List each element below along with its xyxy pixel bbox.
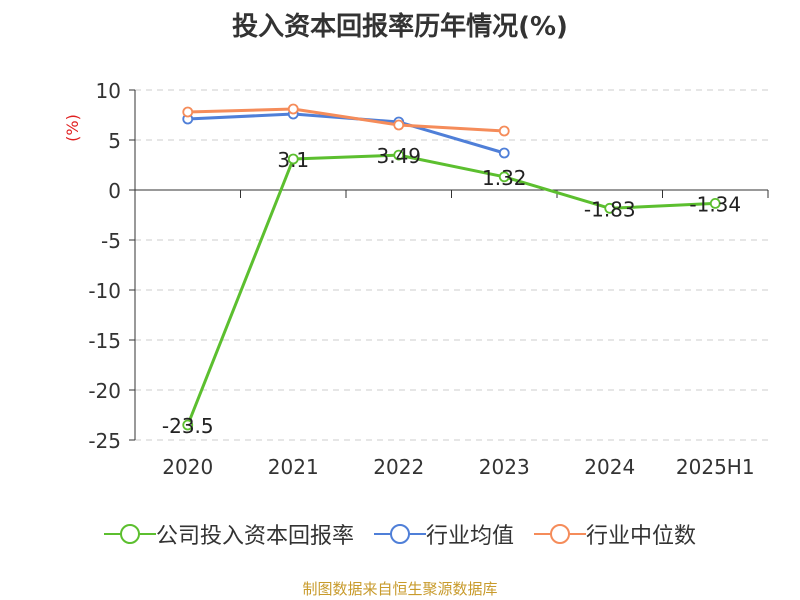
y-tick-label: -10: [88, 279, 121, 303]
data-point: [393, 119, 405, 131]
data-label: -23.5: [162, 414, 214, 438]
series-line: [187, 107, 505, 133]
data-point: [709, 197, 721, 209]
x-tick-label: 2022: [373, 455, 424, 479]
y-tick-label: 10: [96, 79, 121, 103]
y-tick-label: -15: [88, 329, 121, 353]
x-tick-label: 2021: [268, 455, 319, 479]
data-label: 1.32: [482, 166, 527, 190]
data-point: [498, 125, 510, 137]
legend-item-industry-median[interactable]: 行业中位数: [534, 518, 696, 550]
y-tick-label: 5: [108, 129, 121, 153]
legend-label-industry-median: 行业中位数: [586, 524, 697, 549]
source-note: 制图数据来自恒生聚源数据库: [302, 580, 498, 598]
legend-line-marker-icon: [103, 524, 156, 544]
data-point: [498, 147, 510, 159]
data-point: [393, 149, 405, 161]
chart-legend: 公司投入资本回报率 行业均值 行业中位数: [0, 518, 800, 550]
data-point: [498, 171, 510, 183]
data-label: 3.49: [376, 144, 421, 168]
series-line: [187, 112, 505, 155]
y-axis-unit-label: (%): [63, 114, 82, 142]
data-label: -1.83: [584, 197, 636, 221]
data-point: [287, 153, 299, 165]
data-point: [604, 202, 616, 214]
chart-title: 投入资本回报率历年情况(%): [232, 12, 568, 42]
data-point: [182, 106, 194, 118]
legend-label-industry-avg: 行业均值: [425, 524, 514, 549]
legend-label-company: 公司投入资本回报率: [155, 524, 354, 549]
data-point: [182, 419, 194, 431]
legend-line-marker-icon: [534, 524, 586, 544]
data-point: [287, 103, 299, 115]
x-tick-label: 2024: [584, 455, 635, 479]
y-tick-label: -5: [101, 229, 121, 253]
legend-item-company[interactable]: 公司投入资本回报率: [103, 518, 354, 550]
y-tick-label: -25: [88, 429, 121, 453]
y-tick-label: 0: [108, 179, 121, 203]
series-line: [186, 153, 716, 426]
data-label: 3.1: [277, 148, 309, 172]
x-tick-label: 2023: [479, 455, 530, 479]
x-tick-label: 2020: [162, 455, 213, 479]
legend-line-marker-icon: [373, 524, 426, 544]
data-label: -1.34: [689, 192, 741, 216]
legend-item-industry-avg[interactable]: 行业均值: [373, 518, 514, 550]
x-tick-label: 2025H1: [676, 455, 755, 479]
y-tick-label: -20: [88, 379, 121, 403]
